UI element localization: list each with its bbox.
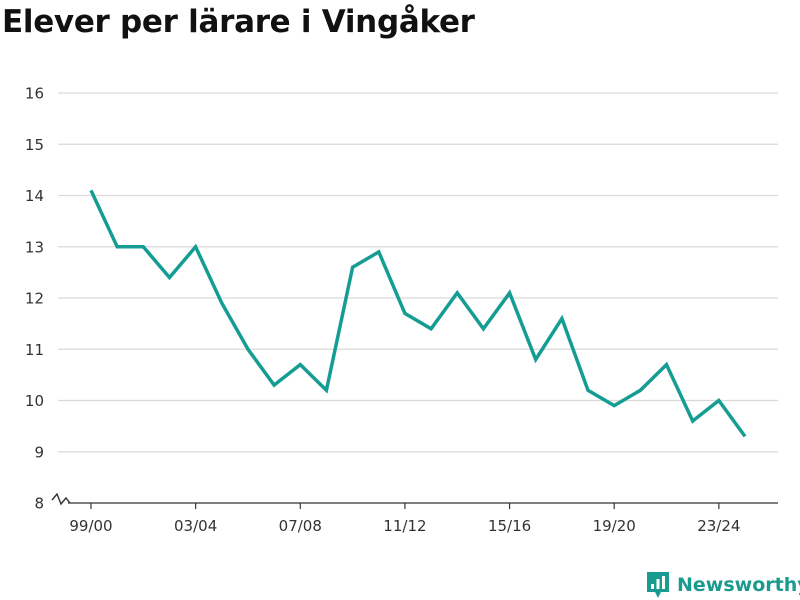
data-point[interactable]	[582, 384, 594, 396]
x-axis: 99/00 03/04 07/08 11/12 15/16 19/20 23/24	[51, 492, 778, 535]
x-tick-label: 11/12	[383, 517, 426, 535]
data-point[interactable]	[713, 395, 725, 407]
data-point[interactable]	[373, 246, 385, 258]
data-point[interactable]	[294, 359, 306, 371]
data-point[interactable]	[477, 323, 489, 335]
y-tick-label: 8	[34, 495, 44, 513]
data-point[interactable]	[634, 384, 646, 396]
chart-title: Elever per lärare i Vingåker	[2, 4, 475, 40]
data-point[interactable]	[556, 313, 568, 325]
data-point[interactable]	[163, 272, 175, 284]
x-tick-label: 07/08	[279, 517, 322, 535]
series-line	[89, 189, 747, 438]
x-tick-label: 15/16	[488, 517, 531, 535]
data-point[interactable]	[190, 241, 202, 253]
y-tick-label: 10	[25, 392, 44, 410]
x-tick-label: 03/04	[174, 517, 217, 535]
data-point[interactable]	[347, 261, 359, 273]
y-tick-label: 11	[25, 341, 44, 359]
y-tick-label: 14	[25, 187, 44, 205]
data-point[interactable]	[85, 184, 97, 196]
newsworthy-logo[interactable]: Newsworthy	[645, 570, 800, 600]
y-tick-label: 16	[25, 85, 44, 103]
data-point[interactable]	[661, 359, 673, 371]
y-axis-labels: 8 9 10 11 12 13 14 15 16	[25, 85, 44, 513]
grid-lines	[58, 92, 778, 453]
data-point[interactable]	[320, 384, 332, 396]
y-tick-label: 9	[34, 443, 44, 461]
brand-name: Newsworthy	[677, 574, 800, 596]
data-point[interactable]	[504, 287, 516, 299]
data-point[interactable]	[399, 307, 411, 319]
y-tick-label: 13	[25, 238, 44, 256]
x-tick-label: 99/00	[69, 517, 112, 535]
x-tick-label: 23/24	[697, 517, 740, 535]
data-point[interactable]	[451, 287, 463, 299]
newsworthy-icon	[647, 572, 669, 598]
data-point[interactable]	[425, 323, 437, 335]
axis-break-icon	[51, 492, 71, 506]
data-point[interactable]	[530, 354, 542, 366]
data-point[interactable]	[739, 430, 751, 442]
data-point[interactable]	[608, 400, 620, 412]
data-point[interactable]	[268, 379, 280, 391]
data-point[interactable]	[216, 297, 228, 309]
series-layer	[85, 184, 751, 442]
x-tick-label: 19/20	[593, 517, 636, 535]
data-point[interactable]	[242, 343, 254, 355]
data-point[interactable]	[111, 241, 123, 253]
y-tick-label: 15	[25, 136, 44, 154]
data-point[interactable]	[687, 415, 699, 427]
data-point[interactable]	[137, 241, 149, 253]
y-tick-label: 12	[25, 290, 44, 308]
